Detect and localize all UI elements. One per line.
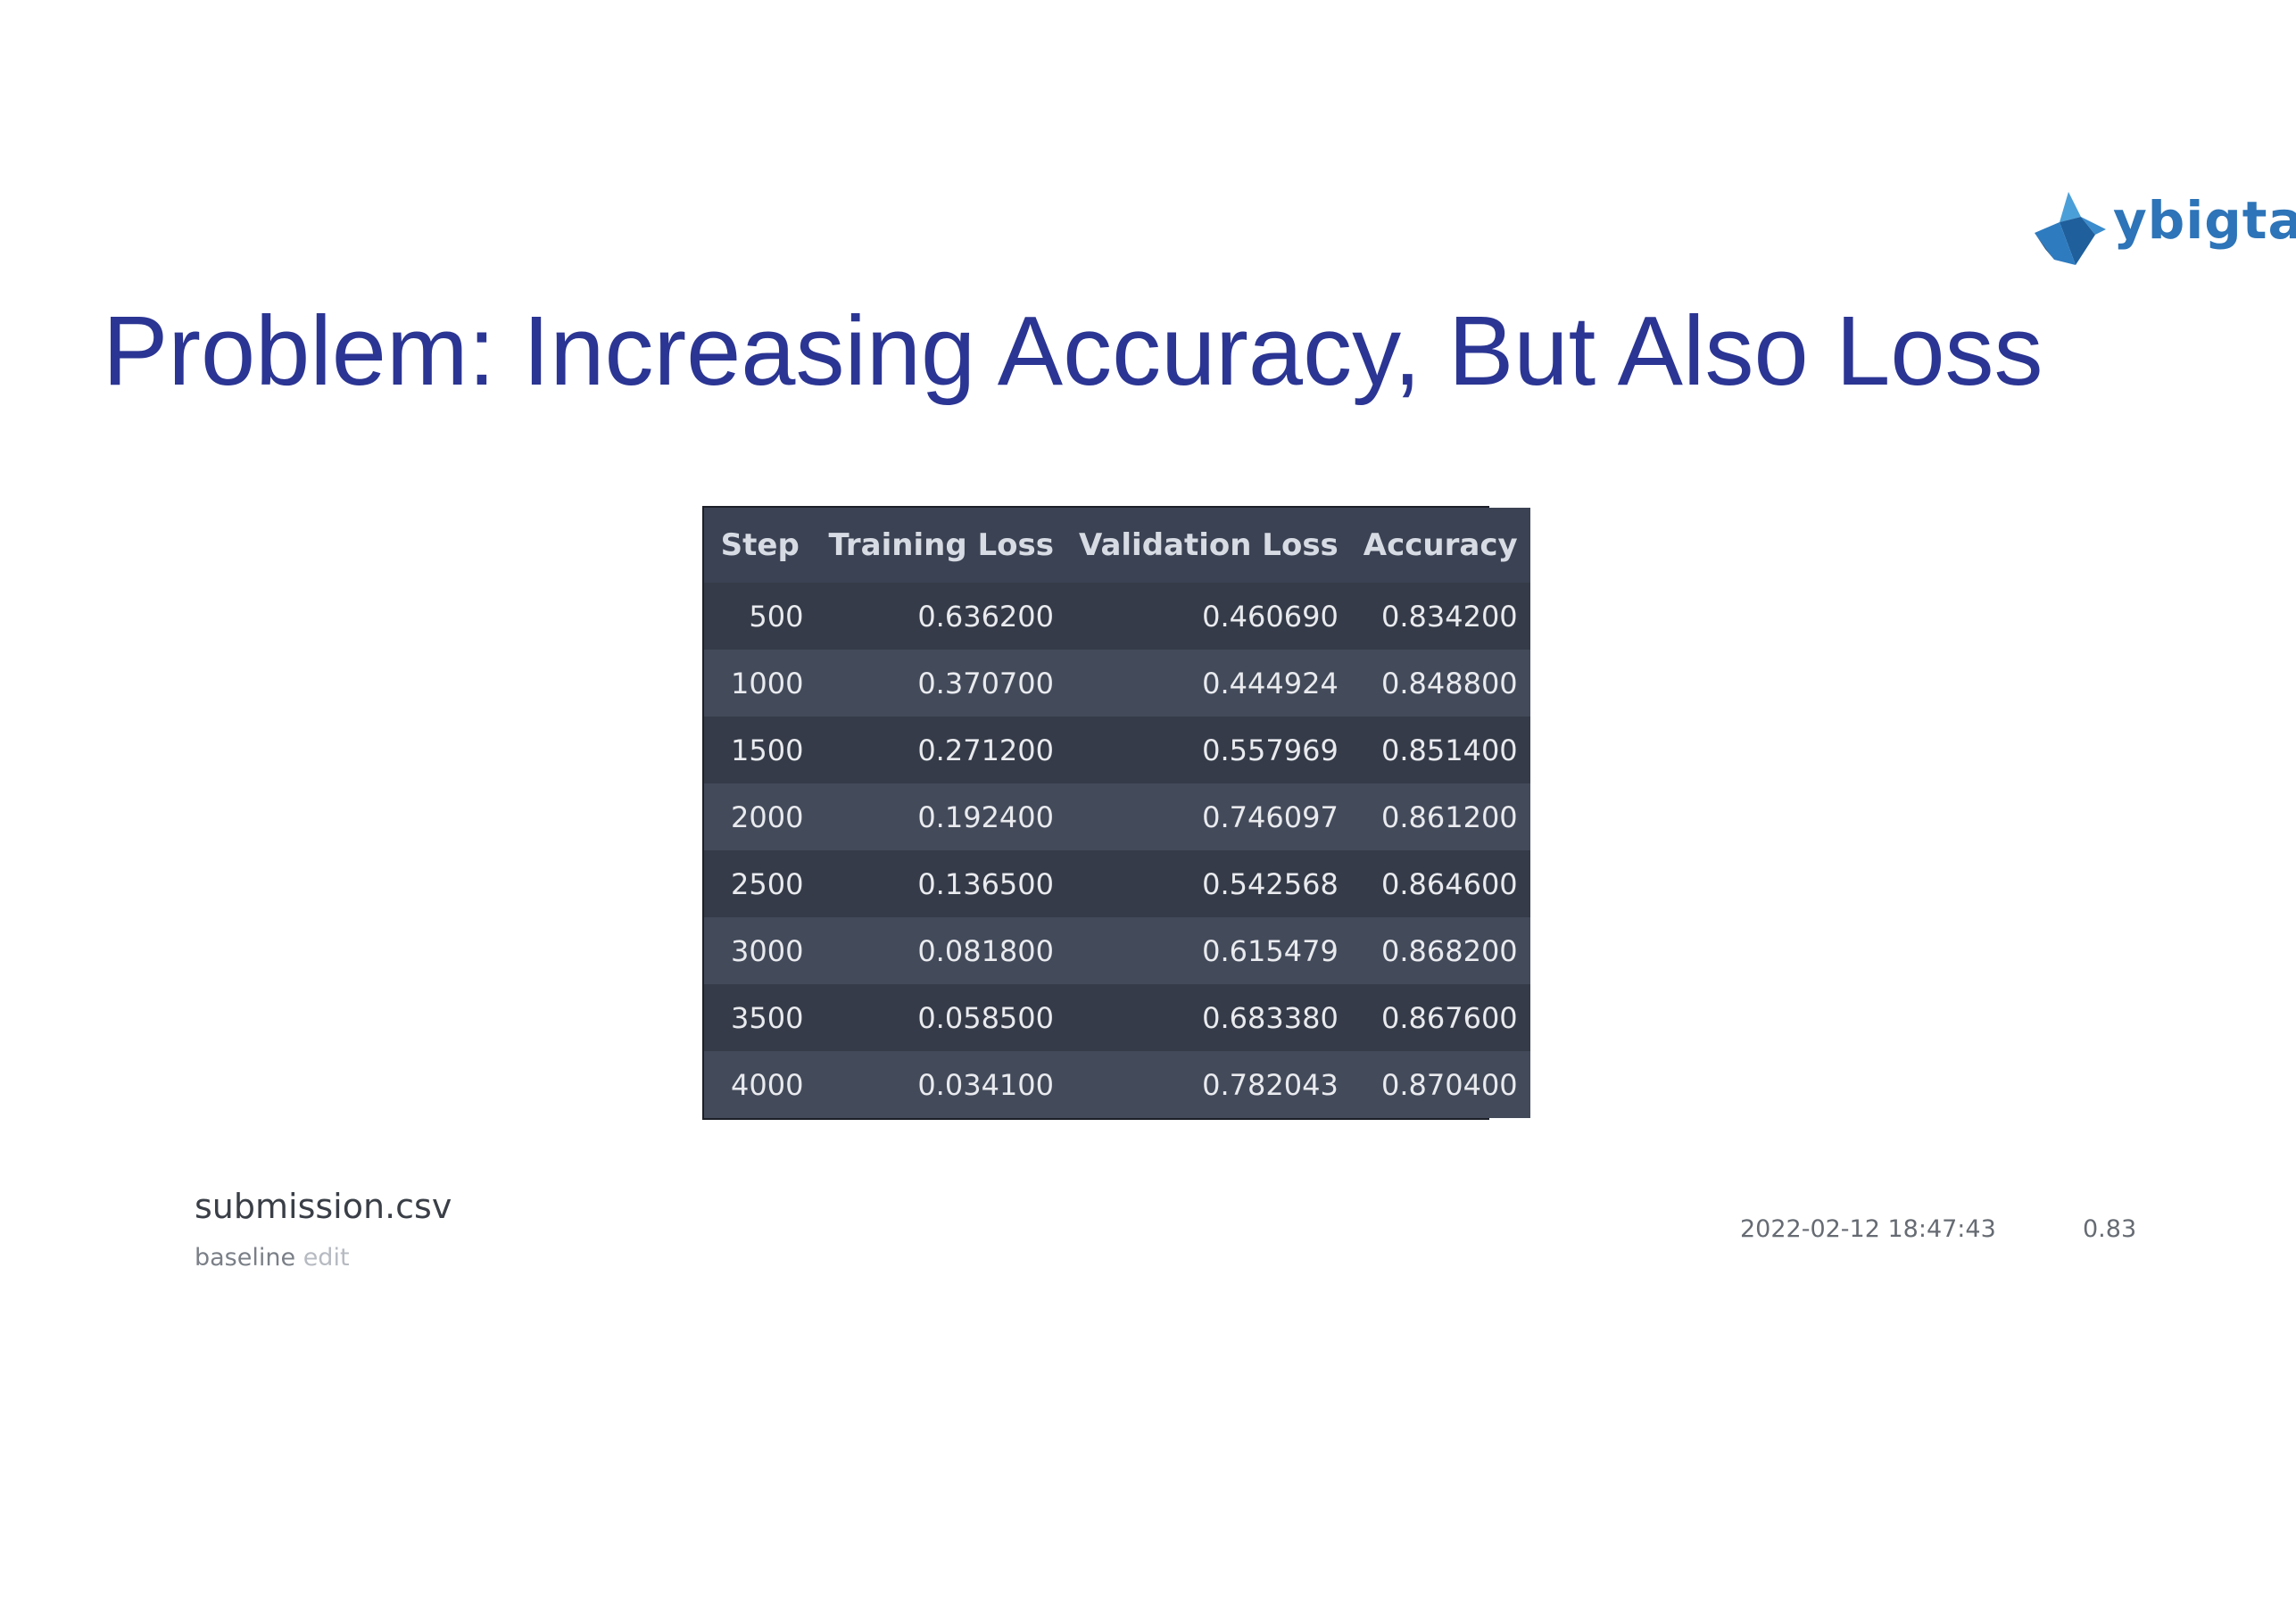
cell-accuracy: 0.851400 <box>1350 717 1530 783</box>
table-row: 1500 0.271200 0.557969 0.851400 <box>704 717 1530 783</box>
training-metrics-table: Step Training Loss Validation Loss Accur… <box>702 506 1530 1120</box>
cell-validation-loss: 0.782043 <box>1066 1051 1351 1118</box>
cell-training-loss: 0.034100 <box>816 1051 1066 1118</box>
cell-validation-loss: 0.444924 <box>1066 650 1351 717</box>
submission-description-text: baseline <box>195 1244 296 1272</box>
cell-training-loss: 0.271200 <box>816 717 1066 783</box>
cell-training-loss: 0.636200 <box>816 583 1066 650</box>
cell-accuracy: 0.864600 <box>1350 850 1530 917</box>
cell-accuracy: 0.867600 <box>1350 984 1530 1051</box>
cell-training-loss: 0.370700 <box>816 650 1066 717</box>
table-row: 2500 0.136500 0.542568 0.864600 <box>704 850 1530 917</box>
cell-accuracy: 0.868200 <box>1350 917 1530 984</box>
cell-step: 2500 <box>704 850 816 917</box>
cell-accuracy: 0.848800 <box>1350 650 1530 717</box>
table-row: 3500 0.058500 0.683380 0.867600 <box>704 984 1530 1051</box>
slide-title: Problem: Increasing Accuracy, But Also L… <box>103 296 2043 406</box>
table-row: 2000 0.192400 0.746097 0.861200 <box>704 783 1530 850</box>
cell-training-loss: 0.081800 <box>816 917 1066 984</box>
table-row: 3000 0.081800 0.615479 0.868200 <box>704 917 1530 984</box>
cell-training-loss: 0.136500 <box>816 850 1066 917</box>
cell-accuracy: 0.870400 <box>1350 1051 1530 1118</box>
ybigta-logo-icon <box>2035 192 2106 265</box>
table-header-row: Step Training Loss Validation Loss Accur… <box>704 508 1530 583</box>
cell-training-loss: 0.058500 <box>816 984 1066 1051</box>
cell-step: 3000 <box>704 917 816 984</box>
table-row: 4000 0.034100 0.782043 0.870400 <box>704 1051 1530 1118</box>
ybigta-logo: ybigta <box>2024 183 2296 272</box>
cell-training-loss: 0.192400 <box>816 783 1066 850</box>
column-header-step: Step <box>704 508 816 583</box>
cell-accuracy: 0.861200 <box>1350 783 1530 850</box>
cell-step: 4000 <box>704 1051 816 1118</box>
submission-date: 2022-02-12 18:47:43 <box>1740 1215 1996 1243</box>
submission-filename: submission.csv <box>195 1187 452 1226</box>
cell-accuracy: 0.834200 <box>1350 583 1530 650</box>
ybigta-logo-text: ybigta <box>2113 190 2296 251</box>
cell-step: 500 <box>704 583 816 650</box>
submission-score: 0.83 <box>2083 1215 2137 1243</box>
column-header-accuracy: Accuracy <box>1350 508 1530 583</box>
column-header-training-loss: Training Loss <box>816 508 1066 583</box>
cell-validation-loss: 0.683380 <box>1066 984 1351 1051</box>
cell-validation-loss: 0.557969 <box>1066 717 1351 783</box>
cell-validation-loss: 0.542568 <box>1066 850 1351 917</box>
table-row: 1000 0.370700 0.444924 0.848800 <box>704 650 1530 717</box>
cell-step: 1500 <box>704 717 816 783</box>
cell-step: 1000 <box>704 650 816 717</box>
submission-description: baseline edit <box>195 1244 350 1272</box>
submission-edit-link[interactable]: edit <box>303 1244 350 1272</box>
column-header-validation-loss: Validation Loss <box>1066 508 1351 583</box>
cell-validation-loss: 0.615479 <box>1066 917 1351 984</box>
cell-validation-loss: 0.746097 <box>1066 783 1351 850</box>
cell-validation-loss: 0.460690 <box>1066 583 1351 650</box>
cell-step: 2000 <box>704 783 816 850</box>
cell-step: 3500 <box>704 984 816 1051</box>
table-row: 500 0.636200 0.460690 0.834200 <box>704 583 1530 650</box>
